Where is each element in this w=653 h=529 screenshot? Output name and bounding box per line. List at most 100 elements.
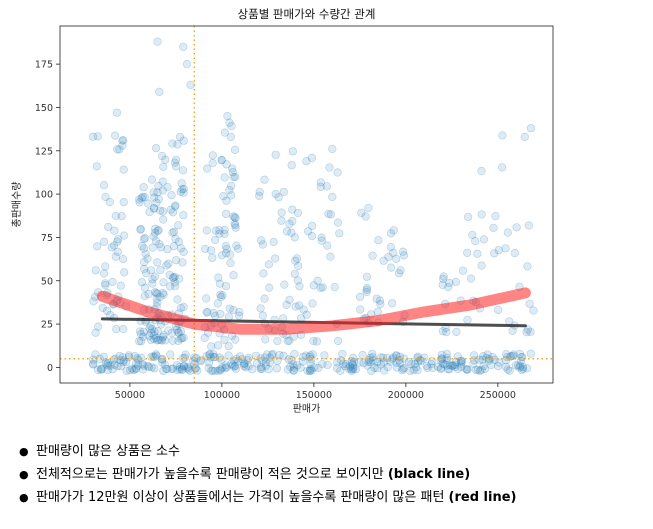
data-point <box>317 233 326 242</box>
data-point <box>309 336 318 346</box>
data-point <box>265 283 274 292</box>
data-point <box>218 363 227 372</box>
data-point <box>150 272 159 281</box>
data-point <box>98 303 107 313</box>
data-point <box>314 364 323 373</box>
data-point <box>169 274 178 283</box>
data-point <box>102 306 112 315</box>
data-point <box>177 179 186 188</box>
data-point <box>205 350 214 359</box>
data-point <box>175 365 184 374</box>
data-point <box>163 365 172 374</box>
data-point <box>153 37 162 46</box>
data-point <box>168 208 178 217</box>
data-point <box>148 275 157 284</box>
data-point <box>451 362 460 371</box>
data-point <box>193 366 202 375</box>
data-point <box>252 359 262 368</box>
data-point <box>258 311 267 320</box>
data-point <box>306 366 315 375</box>
data-point <box>293 208 303 218</box>
data-point <box>222 249 231 258</box>
data-point <box>139 244 148 253</box>
x-tick-label: 250000 <box>480 390 516 401</box>
data-point <box>168 364 177 373</box>
data-point <box>171 201 180 210</box>
data-point <box>216 309 225 319</box>
data-point <box>477 261 486 270</box>
data-point <box>380 366 389 375</box>
data-point <box>179 166 188 175</box>
data-point <box>210 353 219 362</box>
data-point <box>334 336 343 346</box>
data-point <box>145 324 154 333</box>
data-point <box>172 162 181 171</box>
note-text: 판매가가 12만원 이상이 상품들에서는 가격이 높을수록 판매량이 많은 패턴 <box>36 490 449 505</box>
data-point <box>437 350 446 359</box>
data-point <box>517 366 526 375</box>
data-point <box>308 299 317 308</box>
data-point <box>501 356 511 365</box>
data-point <box>142 269 151 278</box>
data-point <box>438 280 447 290</box>
data-point <box>135 327 145 336</box>
data-point <box>170 158 179 167</box>
data-point <box>347 365 356 374</box>
data-point <box>260 175 269 184</box>
data-point <box>264 365 273 374</box>
data-point <box>97 365 106 375</box>
data-point <box>167 191 176 200</box>
data-point <box>169 242 178 251</box>
data-point <box>225 185 234 195</box>
data-point <box>220 128 229 137</box>
data-point <box>366 353 375 362</box>
data-point <box>134 361 143 370</box>
data-point <box>191 364 200 373</box>
x-tick-label: 200000 <box>388 390 424 401</box>
data-point <box>99 237 109 246</box>
data-point <box>129 365 138 375</box>
data-point <box>511 361 520 370</box>
data-point <box>225 304 234 313</box>
data-point <box>233 244 243 253</box>
data-point <box>110 131 120 140</box>
data-point <box>178 365 187 375</box>
data-point <box>277 208 286 217</box>
data-point <box>296 363 305 372</box>
data-point <box>108 277 117 287</box>
y-tick-label: 50 <box>41 276 53 287</box>
data-point <box>388 299 397 308</box>
data-point <box>398 364 407 373</box>
data-point <box>110 226 119 235</box>
data-point <box>333 168 342 177</box>
data-point <box>333 358 342 367</box>
data-point <box>228 164 237 173</box>
data-point <box>362 285 371 294</box>
data-point <box>149 334 158 343</box>
data-point <box>513 361 523 370</box>
data-point <box>367 366 376 375</box>
data-point <box>229 173 238 182</box>
data-point <box>227 121 236 131</box>
data-point <box>457 362 466 371</box>
data-point <box>222 244 231 254</box>
data-point <box>471 365 481 374</box>
data-point <box>211 235 220 245</box>
data-point <box>135 198 144 207</box>
data-point <box>507 351 516 361</box>
data-point <box>295 301 304 310</box>
data-point <box>505 366 514 375</box>
data-point <box>261 335 270 344</box>
data-point <box>171 234 180 243</box>
data-point <box>306 359 315 368</box>
data-point <box>445 365 454 374</box>
data-point <box>116 362 125 371</box>
data-point <box>288 217 297 226</box>
data-point <box>436 365 446 374</box>
notes-list: ● 판매량이 많은 상품은 소수 ● 전체적으로는 판매가가 높을수록 판매량이… <box>0 440 516 509</box>
data-point <box>156 335 165 344</box>
data-point <box>231 221 240 230</box>
data-point <box>222 196 231 205</box>
data-point <box>176 303 185 313</box>
data-point <box>269 237 278 247</box>
